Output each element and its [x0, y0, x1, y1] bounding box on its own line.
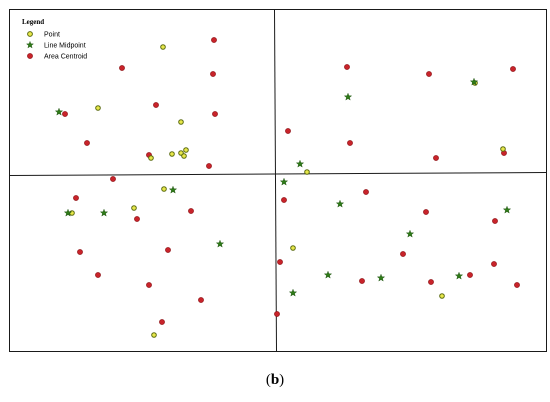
line-midpoint-marker [376, 273, 386, 282]
area-centroid-marker [285, 128, 291, 134]
area-centroid-marker [210, 71, 216, 77]
legend-title: Legend [22, 18, 44, 26]
point-marker [304, 169, 310, 175]
point-layer [69, 44, 506, 338]
horizontal-divider [9, 172, 547, 176]
area-centroid-marker [467, 272, 473, 278]
line-midpoint-marker [54, 107, 64, 116]
line-midpoint-marker [469, 77, 479, 86]
point-marker [290, 245, 296, 251]
line-midpoint-marker [343, 92, 353, 101]
area-centroid-marker [359, 278, 365, 284]
area-centroid-marker [212, 111, 218, 117]
area-centroid-marker [62, 111, 68, 117]
area-centroid-marker [73, 195, 79, 201]
legend-item-label: Line Midpoint [44, 43, 86, 50]
area-centroid-marker [159, 319, 165, 325]
line-midpoint-marker [405, 229, 415, 238]
line-midpoint-marker [279, 177, 289, 186]
line-midpoint-layer [54, 77, 512, 297]
figure-caption: (b) [0, 372, 550, 389]
point-marker [169, 151, 175, 157]
point-marker [500, 146, 506, 152]
point-marker [95, 105, 101, 111]
caption-open-paren: ( [265, 372, 271, 388]
line-midpoint-marker [168, 185, 178, 194]
line-midpoint-marker [288, 288, 298, 297]
area-centroid-marker [134, 216, 140, 222]
area-centroid-marker [198, 297, 204, 303]
area-centroid-marker [206, 163, 212, 169]
point-marker [151, 332, 157, 338]
area-centroid-marker [433, 155, 439, 161]
line-midpoint-marker [454, 271, 464, 280]
legend-centroid-symbol [27, 53, 33, 59]
area-centroid-marker [426, 71, 432, 77]
area-centroid-marker [146, 282, 152, 288]
area-centroid-marker [423, 209, 429, 215]
legend: Legend Point Line Midpoint Area Centroid [22, 18, 87, 61]
vertical-divider [274, 9, 277, 352]
map-frame [9, 9, 547, 352]
area-centroid-marker [119, 65, 125, 71]
area-centroid-marker [274, 311, 280, 317]
area-centroid-marker [188, 208, 194, 214]
line-midpoint-marker [63, 208, 73, 217]
area-centroid-marker [344, 64, 350, 70]
point-marker [181, 153, 187, 159]
legend-item-line-midpoint: Line Midpoint [26, 40, 86, 50]
area-centroid-marker [400, 251, 406, 257]
area-centroid-marker [211, 37, 217, 43]
line-midpoint-marker [502, 205, 512, 214]
area-centroid-layer [62, 37, 520, 325]
line-midpoint-marker [335, 199, 345, 208]
point-marker [178, 119, 184, 125]
area-centroid-marker [84, 140, 90, 146]
legend-point-symbol [27, 31, 33, 37]
area-centroid-marker [153, 102, 159, 108]
caption-label: b [270, 372, 280, 388]
area-centroid-marker [110, 176, 116, 182]
area-centroid-marker [514, 282, 520, 288]
area-centroid-marker [277, 259, 283, 265]
line-midpoint-marker [295, 159, 305, 168]
area-centroid-marker [281, 197, 287, 203]
line-midpoint-marker [323, 270, 333, 279]
area-centroid-marker [165, 247, 171, 253]
point-marker [131, 205, 137, 211]
area-centroid-marker [492, 218, 498, 224]
legend-item-area-centroid: Area Centroid [27, 53, 87, 61]
area-centroid-marker [491, 261, 497, 267]
area-centroid-marker [363, 189, 369, 195]
legend-item-point: Point [27, 31, 60, 39]
legend-star-symbol [26, 40, 34, 49]
point-marker [160, 44, 166, 50]
point-marker [183, 147, 189, 153]
area-centroid-marker [95, 272, 101, 278]
area-centroid-marker [428, 279, 434, 285]
area-centroid-marker [510, 66, 516, 72]
caption-close-paren: ) [279, 372, 285, 388]
legend-item-label: Point [44, 32, 60, 39]
line-midpoint-marker [99, 208, 109, 217]
legend-item-label: Area Centroid [44, 54, 87, 61]
area-centroid-marker [77, 249, 83, 255]
point-marker [161, 186, 167, 192]
point-marker [439, 293, 445, 299]
point-marker [148, 155, 154, 161]
line-midpoint-marker [215, 239, 225, 248]
area-centroid-marker [347, 140, 353, 146]
